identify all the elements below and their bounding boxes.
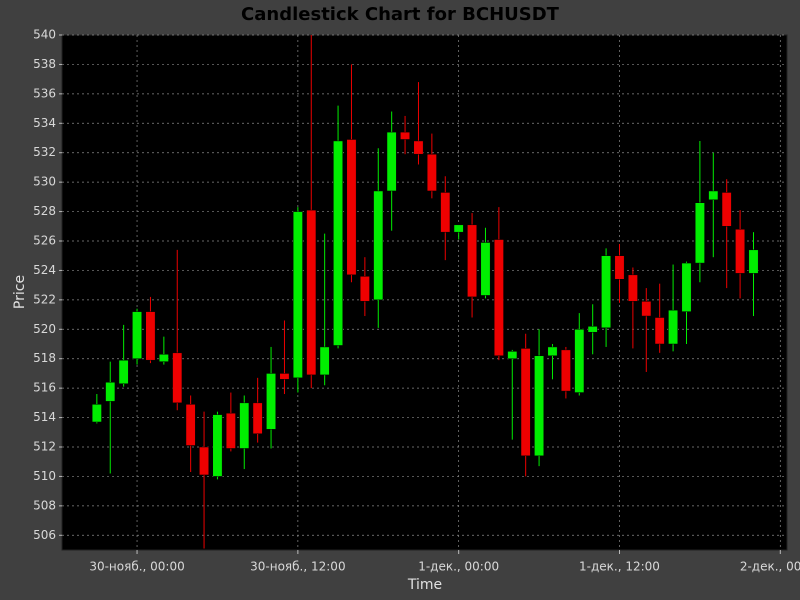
candle-body — [212, 414, 223, 477]
candle-body — [132, 311, 142, 359]
candle-body — [359, 276, 370, 302]
y-tick-label: 512 — [33, 440, 56, 454]
y-tick-label: 522 — [33, 292, 56, 306]
candle-body — [467, 224, 478, 298]
candle-body — [681, 262, 692, 312]
candle-body — [735, 228, 746, 274]
candle-body — [225, 412, 236, 449]
x-tick-label: 30-нояб., 12:00 — [250, 560, 345, 574]
candle-body — [453, 224, 464, 233]
x-tick-label: 1-дек., 12:00 — [579, 560, 660, 574]
grid — [62, 34, 787, 550]
candle-body — [105, 382, 116, 402]
candle-body — [601, 255, 612, 329]
candle-body — [426, 153, 437, 192]
candle-body — [239, 402, 250, 449]
x-axis-label: Time — [407, 577, 442, 593]
y-tick-label: 526 — [33, 234, 56, 248]
y-tick-label: 540 — [33, 28, 56, 42]
y-tick-label: 506 — [33, 528, 56, 542]
candle-body — [319, 346, 330, 376]
y-tick-label: 530 — [33, 175, 56, 189]
y-tick-label: 536 — [33, 86, 56, 100]
candle-body — [574, 329, 585, 393]
x-tick-label: 1-дек., 00:00 — [418, 560, 499, 574]
candle-body — [641, 301, 652, 317]
candle-body — [614, 255, 625, 280]
y-tick-label: 508 — [33, 498, 56, 512]
candle-body — [373, 190, 384, 301]
candle-body — [534, 355, 545, 457]
candle-body — [413, 140, 424, 155]
candle-body — [480, 242, 491, 296]
candle-body — [708, 190, 719, 201]
candle-body — [400, 131, 411, 140]
plot-area — [61, 34, 788, 551]
candle-body — [185, 404, 196, 446]
candle-body — [158, 354, 169, 362]
candle-body — [493, 239, 504, 357]
y-tick-label: 528 — [33, 204, 56, 218]
y-tick-label: 538 — [33, 57, 56, 71]
candle-body — [199, 446, 209, 476]
candle-body — [587, 326, 598, 333]
y-tick-label: 534 — [33, 116, 56, 130]
candle-body — [118, 359, 129, 384]
candle-body — [346, 139, 357, 276]
candle-body — [252, 402, 263, 435]
y-tick-label: 514 — [33, 410, 56, 424]
y-axis-label: Price — [12, 275, 28, 309]
candle-body — [292, 211, 303, 379]
candle-body — [386, 131, 397, 192]
candle-body — [333, 140, 344, 346]
y-tick-label: 518 — [33, 351, 56, 365]
candle-body — [721, 192, 732, 227]
chart-title: Candlestick Chart for BCHUSDT — [241, 4, 560, 25]
candle-body — [654, 317, 665, 345]
x-tick-label: 2-дек., 00:00 — [740, 560, 800, 574]
y-tick-label: 520 — [33, 322, 56, 336]
candle-body — [748, 249, 759, 274]
candle-body — [560, 349, 571, 392]
candle-body — [694, 202, 705, 264]
candle-body — [266, 373, 276, 430]
candle-body — [547, 346, 558, 357]
candle-body — [668, 309, 679, 345]
x-tick-label: 30-нояб., 00:00 — [89, 560, 184, 574]
y-tick-label: 532 — [33, 145, 56, 159]
candle-body — [627, 274, 638, 302]
candle-body — [145, 311, 156, 361]
candle-body — [279, 373, 290, 380]
y-tick-label: 510 — [33, 469, 56, 483]
y-tick-label: 516 — [33, 381, 56, 395]
y-tick-label: 524 — [33, 263, 56, 277]
candle-body — [520, 348, 531, 457]
candle-body — [306, 209, 317, 376]
candle-body — [440, 192, 451, 233]
candle-body — [91, 404, 102, 423]
candle-body — [172, 352, 183, 404]
candle-body — [507, 351, 518, 359]
